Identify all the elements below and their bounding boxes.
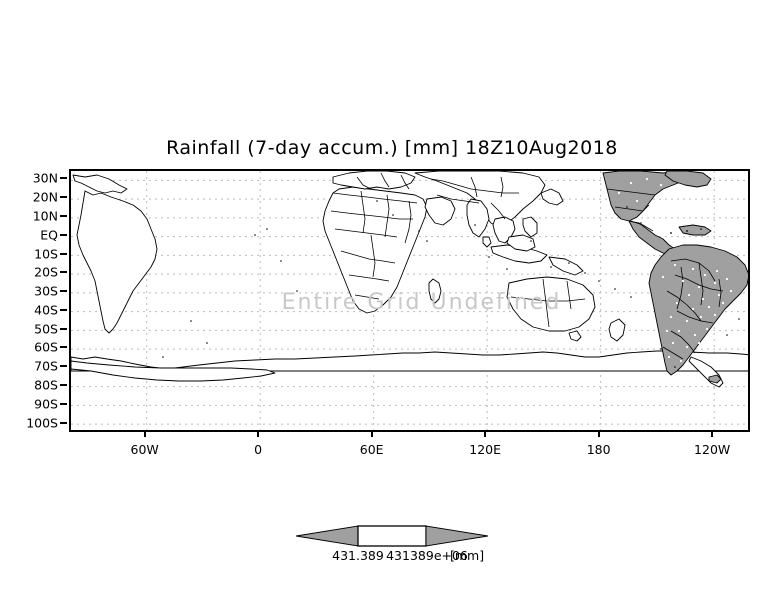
australia xyxy=(506,276,596,332)
world-map-svg xyxy=(71,171,748,430)
y-tick-label-12: 90S xyxy=(34,396,58,412)
y-tick-mark-1 xyxy=(60,196,67,199)
africa-eurasia-borders xyxy=(330,172,519,300)
x-axis: 60W060E120E180120W60W xyxy=(69,430,750,462)
y-tick-label-9: 60S xyxy=(34,339,58,355)
y-tick-label-4: 10S xyxy=(34,246,58,262)
y-tick-label-2: 10N xyxy=(32,208,58,224)
arabia xyxy=(424,196,456,226)
y-tick-mark-5 xyxy=(60,271,67,274)
map-inner xyxy=(71,171,748,430)
x-tick-mark-3 xyxy=(484,430,487,437)
x-tick-mark-1 xyxy=(257,430,260,437)
x-tick-mark-0 xyxy=(143,430,146,437)
y-tick-mark-2 xyxy=(60,214,67,217)
australia-borders xyxy=(510,278,586,328)
x-tick-mark-5 xyxy=(711,430,714,437)
y-tick-mark-13 xyxy=(60,421,67,424)
y-tick-mark-11 xyxy=(60,384,67,387)
tasmania xyxy=(568,330,582,342)
colorbar-tick-label-0: 431.389 xyxy=(332,548,384,563)
x-tick-label-3: 120E xyxy=(469,442,502,457)
y-tick-label-10: 70S xyxy=(34,358,58,374)
india xyxy=(466,198,490,238)
africa xyxy=(322,186,428,314)
x-tick-mark-4 xyxy=(597,430,600,437)
colorbar-tick-label-1: 431389e+06 xyxy=(386,548,468,563)
colorbar-center-box xyxy=(357,525,427,547)
landmasses-shaded xyxy=(602,171,748,384)
x-tick-label-4: 180 xyxy=(586,442,611,457)
y-tick-label-0: 30N xyxy=(32,170,58,186)
antarctic-coast-lower xyxy=(71,360,276,382)
colorbar xyxy=(295,520,489,552)
y-tick-mark-9 xyxy=(60,346,67,349)
y-tick-label-3: EQ xyxy=(40,227,58,243)
colorbar-svg xyxy=(295,525,489,547)
landmasses-unshaded xyxy=(71,171,748,388)
greenland-shaded xyxy=(664,171,712,188)
new-guinea xyxy=(548,256,584,276)
south-america-west-copy xyxy=(76,190,158,334)
y-tick-label-7: 40S xyxy=(34,302,58,318)
y-tick-label-11: 80S xyxy=(34,377,58,393)
colorbar-arrow-left xyxy=(295,525,359,547)
y-tick-mark-10 xyxy=(60,365,67,368)
colorbar-labels: 431.389 431389e+06 [mm] xyxy=(0,548,784,570)
y-tick-mark-4 xyxy=(60,252,67,255)
x-tick-mark-2 xyxy=(370,430,373,437)
y-tick-mark-0 xyxy=(60,177,67,180)
caribbean-shaded xyxy=(678,224,712,236)
borneo xyxy=(506,234,536,252)
colorbar-unit-label: [mm] xyxy=(450,548,485,563)
y-axis: 30N 20N 10N EQ 10S 20S 30S 40S 50S 60S 70S 80S 90S 10… xyxy=(0,169,67,432)
sri-lanka xyxy=(482,236,492,248)
y-tick-mark-8 xyxy=(60,327,67,330)
falklands-shaded xyxy=(708,374,722,384)
europe xyxy=(332,171,416,190)
new-zealand xyxy=(608,318,626,342)
south-america-borders xyxy=(662,258,724,360)
y-tick-label-8: 50S xyxy=(34,321,58,337)
y-tick-label-1: 20N xyxy=(32,189,58,205)
y-tick-mark-7 xyxy=(60,308,67,311)
y-tick-mark-12 xyxy=(60,402,67,405)
speckle-dots xyxy=(162,200,740,368)
y-tick-label-6: 30S xyxy=(34,283,58,299)
y-tick-mark-6 xyxy=(60,290,67,293)
y-tick-label-13: 100S xyxy=(26,415,58,431)
philippines xyxy=(522,216,538,238)
japan xyxy=(540,188,564,206)
y-tick-label-5: 20S xyxy=(34,264,58,280)
north-america-west-copy xyxy=(72,174,128,194)
map-plot-area: Entire Grid Undefined xyxy=(69,169,750,432)
x-tick-label-2: 60E xyxy=(359,442,384,457)
x-tick-label-1: 0 xyxy=(254,442,263,457)
colorbar-arrow-right xyxy=(425,525,489,547)
y-tick-mark-3 xyxy=(60,233,67,236)
north-america-borders xyxy=(606,188,656,232)
madagascar xyxy=(428,278,442,304)
chart-title: Rainfall (7-day accum.) [mm] 18Z10Aug201… xyxy=(166,137,618,159)
shaded-region-white-speckles xyxy=(617,177,733,363)
colorbar-region: 431.389 431389e+06 [mm] xyxy=(0,508,784,578)
x-tick-label-5: 120W xyxy=(694,442,731,457)
x-tick-label-0: 60W xyxy=(130,442,159,457)
